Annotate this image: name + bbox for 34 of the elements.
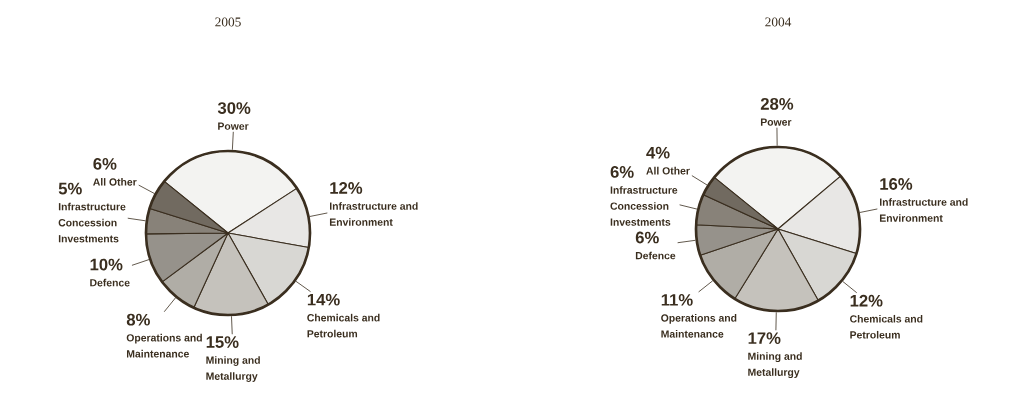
slice-label: Mining and Metallurgy bbox=[206, 356, 260, 382]
slice-label: All Other bbox=[646, 166, 690, 175]
data-label: 11% bbox=[661, 293, 693, 306]
slice-label: Infrastructure Concession Investments bbox=[610, 186, 678, 226]
data-label: 30% bbox=[217, 102, 251, 114]
slice-label: Infrastructure and Environment bbox=[879, 198, 968, 222]
slice-label: Operations and Maintenance bbox=[661, 314, 737, 338]
data-label: 8% bbox=[126, 313, 150, 326]
data-label: 10% bbox=[90, 258, 123, 271]
slice-label: Operations and Maintenance bbox=[126, 333, 202, 358]
data-label: 15% bbox=[206, 336, 239, 348]
slice-label: Defence bbox=[90, 278, 130, 287]
data-label: 5% bbox=[58, 182, 82, 195]
slice-label: Infrastructure Concession Investments bbox=[58, 202, 126, 243]
data-label: 17% bbox=[748, 332, 781, 344]
slice-label: All Other bbox=[93, 178, 137, 186]
slice-label: Infrastructure and Environment bbox=[329, 202, 418, 226]
chart-title: 2005 bbox=[215, 17, 241, 27]
data-label: 28% bbox=[760, 98, 794, 110]
data-label: 6% bbox=[635, 231, 659, 244]
data-label: 12% bbox=[850, 294, 883, 307]
data-label: 16% bbox=[880, 178, 913, 190]
chart-title: 2004 bbox=[765, 17, 792, 27]
slice-label: Defence bbox=[635, 251, 676, 260]
slice-label: Power bbox=[760, 118, 792, 126]
data-label: 6% bbox=[610, 166, 634, 178]
slice-label: Power bbox=[218, 122, 249, 130]
data-label: 12% bbox=[330, 182, 363, 194]
slice-label: Chemicals and Petroleum bbox=[850, 314, 923, 339]
data-label: 14% bbox=[307, 293, 340, 306]
data-label: 6% bbox=[93, 157, 117, 170]
slice-label: Mining and Metallurgy bbox=[748, 352, 802, 379]
slice-label: Chemicals and Petroleum bbox=[307, 313, 380, 338]
data-label: 4% bbox=[646, 146, 670, 159]
